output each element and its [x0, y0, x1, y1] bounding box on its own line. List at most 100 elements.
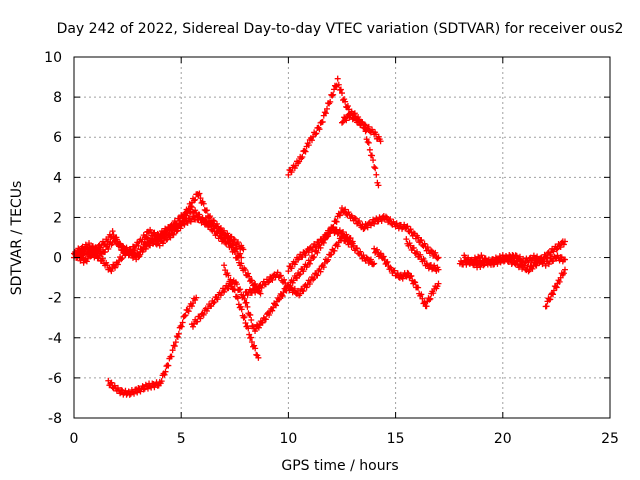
data-point: [321, 109, 328, 116]
data-point: [319, 238, 326, 245]
data-point: [311, 253, 318, 260]
data-point: [532, 261, 539, 268]
data-point: [169, 347, 176, 354]
data-point: [161, 371, 168, 378]
data-point: [408, 272, 415, 279]
data-point: [118, 386, 125, 393]
data-point: [133, 256, 140, 263]
data-point: [553, 284, 560, 291]
data-point: [552, 283, 559, 290]
data-point: [242, 266, 249, 273]
data-point: [227, 276, 234, 283]
data-point: [339, 205, 345, 212]
data-point: [178, 220, 185, 227]
data-point: [351, 215, 358, 222]
data-point: [179, 319, 186, 326]
data-point: [203, 207, 210, 214]
data-point: [206, 214, 213, 221]
data-point: [516, 253, 523, 260]
data-point: [365, 139, 372, 146]
data-point: [253, 325, 260, 332]
data-point: [301, 147, 308, 154]
data-point: [546, 252, 553, 259]
data-point: [171, 343, 178, 350]
data-point: [185, 308, 192, 315]
data-point: [107, 380, 114, 387]
data-point: [143, 234, 150, 241]
data-point: [370, 261, 377, 268]
data-point: [403, 224, 410, 231]
data-point: [418, 237, 425, 244]
data-point: [217, 225, 224, 232]
data-point: [371, 164, 378, 171]
plot-frame: [73, 56, 611, 419]
data-point: [383, 259, 390, 266]
data-point: [375, 182, 382, 189]
data-point: [131, 390, 138, 397]
chart-title: Day 242 of 2022, Sidereal Day-to-day VTE…: [57, 21, 624, 37]
data-point: [419, 295, 426, 302]
series-arc-9: [371, 245, 442, 310]
data-point: [318, 237, 325, 244]
data-point: [253, 351, 260, 358]
data-point: [394, 270, 401, 277]
x-tick-label: 25: [601, 431, 619, 447]
data-point: [248, 334, 255, 341]
data-point: [127, 249, 134, 256]
data-point: [242, 319, 249, 326]
data-point: [333, 218, 340, 225]
data-point: [245, 325, 252, 332]
data-point: [287, 284, 294, 291]
data-point: [159, 240, 166, 247]
data-point: [550, 291, 557, 298]
y-tick-label: 2: [53, 210, 62, 226]
data-point: [276, 273, 283, 280]
data-point: [435, 280, 442, 287]
data-point: [199, 310, 206, 317]
data-point: [83, 258, 90, 265]
data-point: [542, 262, 549, 269]
data-point: [316, 241, 323, 248]
data-point: [387, 216, 394, 223]
data-point: [554, 245, 561, 252]
data-point: [378, 218, 385, 225]
data-point: [336, 227, 343, 234]
data-point: [266, 312, 273, 319]
data-point: [305, 142, 312, 149]
data-point: [366, 146, 373, 153]
data-point: [102, 248, 109, 255]
data-point: [543, 303, 550, 310]
data-point: [363, 136, 370, 143]
data-point: [124, 247, 131, 254]
data-point: [285, 171, 292, 178]
data-point: [221, 262, 228, 269]
data-point: [302, 148, 309, 155]
data-point: [188, 303, 195, 310]
data-point: [556, 278, 563, 285]
data-point: [377, 250, 384, 257]
data-point: [99, 255, 106, 262]
data-point: [189, 300, 196, 307]
data-point: [393, 220, 400, 227]
data-point: [150, 240, 157, 247]
data-point: [175, 330, 182, 337]
data-point: [137, 388, 144, 395]
data-point: [111, 382, 118, 389]
data-point: [169, 230, 176, 237]
data-point: [374, 246, 381, 253]
data-point: [269, 307, 276, 314]
data-point: [200, 311, 207, 318]
data-point: [77, 253, 84, 260]
data-point: [357, 248, 364, 255]
data-point: [311, 275, 318, 282]
data-point: [113, 236, 120, 243]
data-point: [373, 171, 380, 178]
data-point: [526, 267, 533, 274]
data-point: [432, 249, 439, 256]
y-axis-label: SDTVAR / TECUs: [9, 181, 25, 296]
series-arc-4: [105, 294, 200, 398]
data-point: [426, 296, 433, 303]
data-point: [560, 241, 567, 248]
data-point: [288, 265, 295, 272]
data-point: [308, 247, 315, 254]
